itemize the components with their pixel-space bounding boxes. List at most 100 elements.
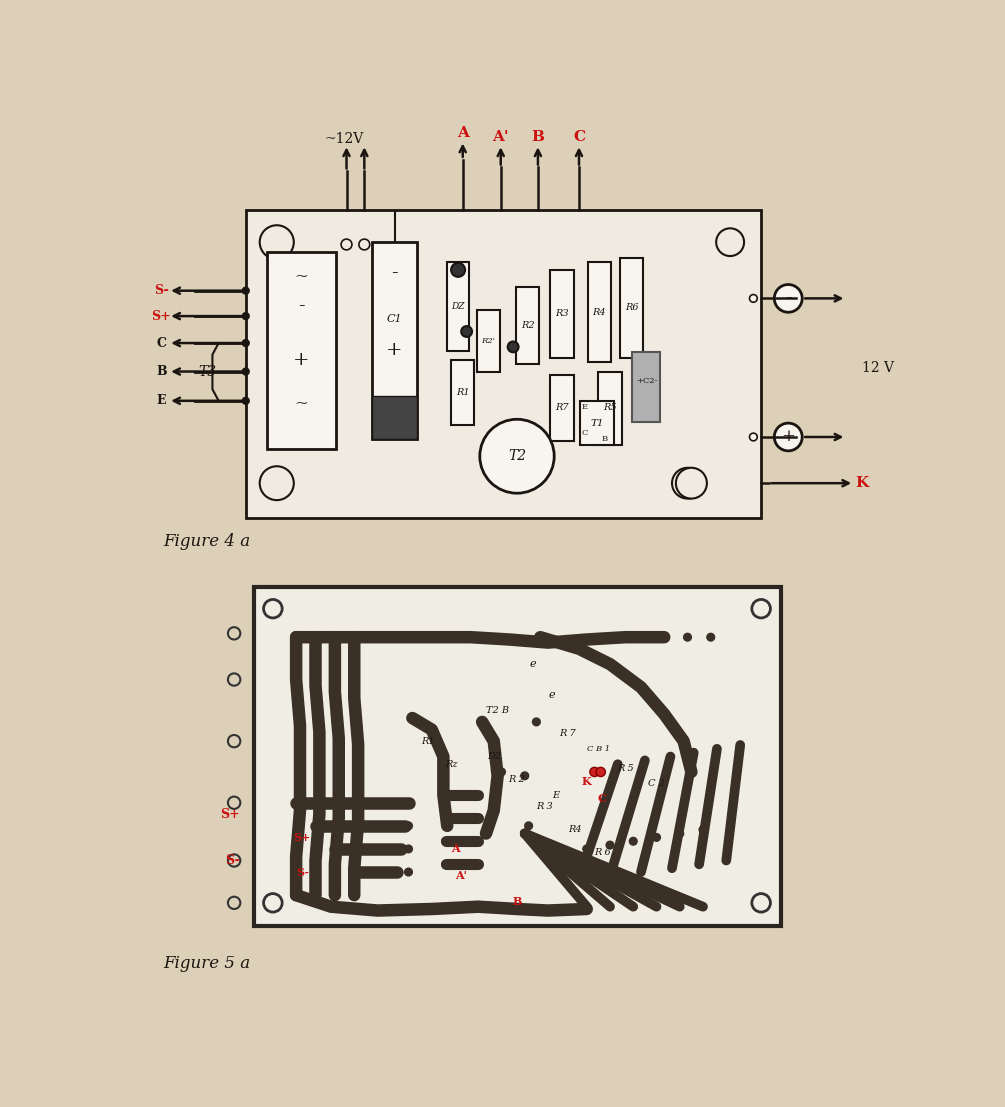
Text: R 7: R 7 bbox=[559, 728, 576, 738]
Bar bbox=[451, 360, 474, 425]
Circle shape bbox=[774, 423, 802, 451]
Text: R2: R2 bbox=[521, 321, 535, 330]
Bar bbox=[551, 270, 574, 359]
Circle shape bbox=[774, 284, 802, 312]
Circle shape bbox=[717, 228, 744, 256]
Bar bbox=[580, 401, 614, 445]
Circle shape bbox=[228, 797, 240, 809]
Circle shape bbox=[525, 823, 533, 829]
Circle shape bbox=[351, 891, 358, 899]
Circle shape bbox=[652, 834, 660, 841]
Text: R1: R1 bbox=[421, 736, 435, 746]
Text: K: K bbox=[855, 476, 868, 490]
Circle shape bbox=[497, 768, 506, 776]
Bar bbox=[447, 262, 469, 351]
Bar bbox=[372, 242, 417, 438]
Text: R2': R2' bbox=[481, 337, 495, 344]
Text: R 5: R 5 bbox=[617, 764, 634, 773]
Text: S+: S+ bbox=[152, 310, 171, 322]
Circle shape bbox=[263, 893, 282, 912]
Text: e: e bbox=[530, 659, 536, 669]
Text: B: B bbox=[156, 365, 167, 377]
Text: +: + bbox=[293, 351, 310, 369]
Circle shape bbox=[752, 893, 771, 912]
Text: A: A bbox=[457, 126, 468, 139]
Text: R7: R7 bbox=[555, 403, 569, 412]
Text: R4: R4 bbox=[568, 825, 582, 835]
Circle shape bbox=[478, 718, 486, 726]
Circle shape bbox=[228, 735, 240, 747]
Circle shape bbox=[228, 673, 240, 685]
Text: ~12V: ~12V bbox=[325, 132, 364, 146]
Circle shape bbox=[461, 327, 472, 337]
Text: R 3: R 3 bbox=[536, 803, 553, 811]
Text: Rz: Rz bbox=[445, 759, 457, 768]
Circle shape bbox=[683, 633, 691, 641]
Text: C: C bbox=[573, 130, 585, 144]
Circle shape bbox=[242, 313, 249, 319]
Circle shape bbox=[750, 433, 757, 441]
Text: C B 1: C B 1 bbox=[587, 745, 610, 753]
Text: A': A' bbox=[455, 870, 467, 881]
Circle shape bbox=[660, 633, 668, 641]
Circle shape bbox=[521, 772, 529, 779]
Bar bbox=[372, 396, 417, 438]
Circle shape bbox=[583, 845, 591, 852]
Text: R5: R5 bbox=[603, 403, 617, 412]
Bar bbox=[246, 210, 761, 518]
Circle shape bbox=[606, 841, 614, 849]
Bar bbox=[620, 258, 643, 358]
Text: Figure 5 a: Figure 5 a bbox=[163, 955, 250, 972]
Text: R4: R4 bbox=[592, 308, 606, 317]
Circle shape bbox=[292, 891, 300, 899]
Circle shape bbox=[263, 600, 282, 618]
Text: T3: T3 bbox=[198, 364, 216, 379]
Circle shape bbox=[228, 855, 240, 867]
Circle shape bbox=[442, 815, 449, 823]
Circle shape bbox=[442, 792, 449, 799]
Text: DZ: DZ bbox=[451, 301, 465, 311]
Text: E: E bbox=[157, 394, 166, 407]
Circle shape bbox=[442, 860, 449, 868]
Text: R 2: R 2 bbox=[509, 775, 526, 784]
Circle shape bbox=[590, 767, 599, 776]
Circle shape bbox=[312, 633, 320, 641]
Circle shape bbox=[672, 468, 704, 498]
Circle shape bbox=[242, 340, 249, 346]
Circle shape bbox=[479, 420, 554, 494]
Text: +C2-: +C2- bbox=[636, 376, 657, 385]
Circle shape bbox=[405, 868, 412, 876]
Text: +: + bbox=[386, 341, 403, 359]
Bar bbox=[632, 352, 660, 422]
Text: A': A' bbox=[492, 130, 510, 144]
Bar bbox=[517, 287, 540, 364]
Text: -: - bbox=[298, 297, 305, 315]
Text: -: - bbox=[785, 289, 792, 308]
Circle shape bbox=[228, 628, 240, 640]
Text: S-: S- bbox=[295, 867, 309, 878]
Circle shape bbox=[405, 845, 412, 852]
Circle shape bbox=[533, 718, 541, 726]
Text: B: B bbox=[602, 435, 608, 443]
Text: C 2: C 2 bbox=[648, 779, 665, 788]
Circle shape bbox=[699, 826, 707, 834]
Circle shape bbox=[292, 633, 300, 641]
Circle shape bbox=[242, 288, 249, 293]
Circle shape bbox=[351, 633, 358, 641]
Text: E: E bbox=[581, 403, 588, 411]
Circle shape bbox=[508, 342, 519, 352]
Text: E: E bbox=[552, 790, 560, 799]
Circle shape bbox=[442, 837, 449, 845]
Text: ~: ~ bbox=[294, 394, 309, 411]
Text: B: B bbox=[532, 130, 545, 144]
Circle shape bbox=[676, 468, 707, 498]
Circle shape bbox=[331, 633, 339, 641]
Bar bbox=[551, 375, 574, 441]
Bar bbox=[598, 372, 622, 445]
Circle shape bbox=[752, 600, 771, 618]
Circle shape bbox=[228, 897, 240, 909]
Text: K: K bbox=[582, 776, 592, 787]
Text: R1: R1 bbox=[456, 387, 469, 396]
Circle shape bbox=[489, 807, 497, 815]
Text: C: C bbox=[598, 794, 607, 805]
